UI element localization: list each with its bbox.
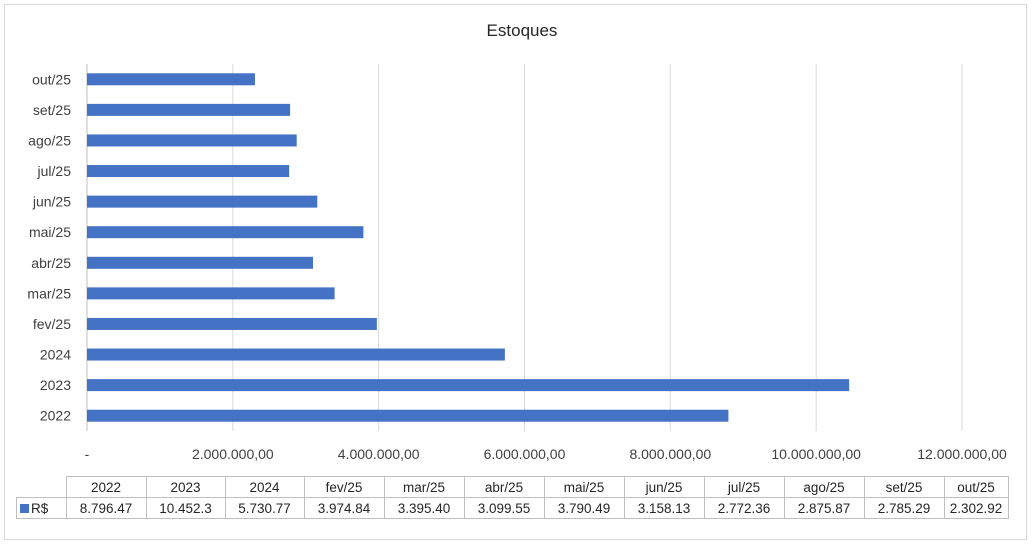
data-table-value: 2.302.92	[943, 497, 1009, 519]
data-table-header-row: 2022 2023 2024 fev/25 mar/25 abr/25 mai/25 jun/…	[17, 476, 1009, 498]
data-table-value: 2.785.29	[863, 497, 945, 519]
bar	[87, 348, 505, 361]
data-table-value: 5.730.77	[224, 497, 305, 519]
bar	[87, 256, 314, 269]
y-category-label: fev/25	[33, 316, 71, 332]
bar	[87, 134, 297, 147]
x-tick-label: 4.000.000,00	[338, 446, 420, 462]
data-table-value: 2.772.36	[703, 497, 785, 519]
data-table-value: 8.796.47	[65, 497, 147, 519]
bar	[87, 409, 729, 422]
y-category-label: 2023	[40, 377, 71, 393]
data-table-category: abr/25	[463, 476, 545, 498]
data-table-value: 10.452.3	[145, 497, 226, 519]
bar	[87, 379, 850, 392]
data-table-legend: R$	[16, 497, 67, 519]
y-category-label: jun/25	[32, 194, 71, 210]
data-table-category: 2024	[224, 476, 305, 498]
bar	[87, 103, 291, 116]
data-table-value: 3.790.49	[543, 497, 625, 519]
y-category-label: ago/25	[28, 132, 71, 148]
y-category-label: 2022	[40, 408, 71, 424]
data-table-category: fev/25	[303, 476, 385, 498]
y-category-label: out/25	[32, 71, 71, 87]
y-category-label: 2024	[40, 347, 71, 363]
data-table-value: 3.395.40	[383, 497, 465, 519]
chart-title: Estoques	[487, 21, 558, 40]
bar	[87, 287, 335, 300]
data-table-category: out/25	[943, 476, 1009, 498]
y-category-label: set/25	[33, 102, 71, 118]
data-table-corner	[17, 477, 67, 498]
bar	[87, 195, 318, 208]
bar	[87, 226, 364, 239]
x-tick-label: 8.000.000,00	[629, 446, 711, 462]
data-table: 2022 2023 2024 fev/25 mar/25 abr/25 mai/25 jun/…	[16, 476, 1009, 519]
data-table-value-row: R$ 8.796.47 10.452.3 5.730.77 3.974.84 3.395…	[16, 497, 1009, 519]
legend-key	[20, 504, 29, 514]
data-table-category: mai/25	[543, 476, 625, 498]
data-table-category: 2023	[145, 476, 226, 498]
y-category-label: mar/25	[27, 285, 71, 301]
x-tick-label: 6.000.000,00	[484, 446, 566, 462]
data-table-value: 3.099.55	[463, 497, 545, 519]
data-table-value: 3.974.84	[303, 497, 385, 519]
chart-frame	[4, 4, 1027, 540]
x-tick-label: 12.000.000,00	[917, 446, 1007, 462]
x-tick-label: 2.000.000,00	[192, 446, 274, 462]
data-table-category: jun/25	[623, 476, 705, 498]
data-table-value: 3.158.13	[623, 497, 705, 519]
plot-area: Estoques 2022 2023 2024 fev/25 mar/25 abr/25 m…	[27, 21, 1007, 462]
data-table-category: jul/25	[703, 476, 785, 498]
data-table-category: ago/25	[783, 476, 865, 498]
data-table-category: 2022	[65, 476, 147, 498]
data-table-category: mar/25	[383, 476, 465, 498]
y-category-label: jul/25	[37, 163, 72, 179]
legend-series-name: R$	[31, 500, 49, 516]
bar	[87, 317, 377, 330]
data-table-value: 2.875.87	[783, 497, 865, 519]
x-tick-label: -	[85, 446, 90, 462]
data-table-category: set/25	[863, 476, 945, 498]
bar	[87, 165, 290, 178]
x-tick-label: 10.000.000,00	[771, 446, 861, 462]
bar	[87, 73, 255, 86]
y-category-label: abr/25	[31, 255, 71, 271]
y-category-label: mai/25	[29, 224, 71, 240]
